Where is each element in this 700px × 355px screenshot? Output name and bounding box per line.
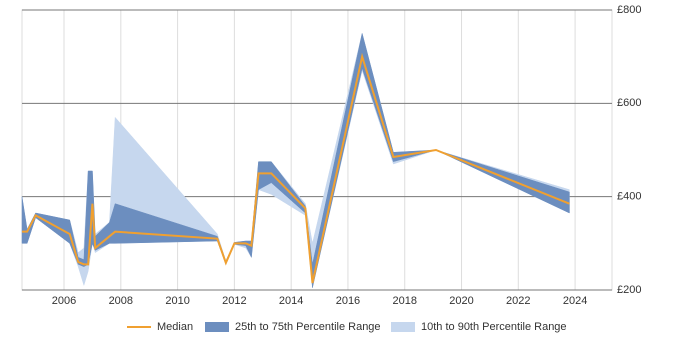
x-tick-label: 2020 bbox=[449, 295, 473, 307]
x-tick-label: 2022 bbox=[506, 295, 530, 307]
legend-swatch bbox=[391, 322, 415, 332]
areas bbox=[21, 33, 570, 288]
legend-swatch bbox=[205, 322, 229, 332]
x-tick-label: 2014 bbox=[279, 295, 303, 307]
x-tick-label: 2016 bbox=[336, 295, 360, 307]
median-line bbox=[22, 52, 570, 284]
y-tick-label: £400 bbox=[617, 191, 641, 203]
legend-label: 25th to 75th Percentile Range bbox=[235, 321, 381, 333]
legend: Median 25th to 75th Percentile Range 10th … bbox=[127, 321, 567, 333]
y-tick-label: £600 bbox=[617, 97, 641, 109]
x-tick-label: 2018 bbox=[392, 295, 416, 307]
x-tick-label: 2024 bbox=[563, 295, 587, 307]
range-band bbox=[21, 33, 570, 288]
x-tick-label: 2012 bbox=[222, 295, 246, 307]
y-tick-label: £800 bbox=[617, 4, 641, 16]
range-band bbox=[21, 33, 570, 288]
legend-label: 10th to 90th Percentile Range bbox=[421, 321, 567, 333]
x-tick-label: 2010 bbox=[165, 295, 189, 307]
x-tick-label: 2008 bbox=[109, 295, 133, 307]
x-tick-label: 2006 bbox=[52, 295, 76, 307]
y-tick-label: £200 bbox=[617, 284, 641, 296]
legend-label: Median bbox=[157, 321, 193, 333]
